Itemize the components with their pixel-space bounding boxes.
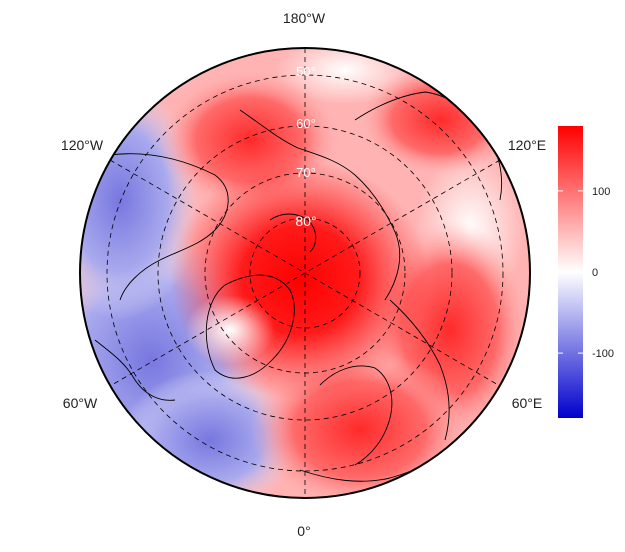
lat-label-70: 70° — [296, 165, 316, 180]
colorbar-tick-label: 0 — [592, 267, 598, 279]
graticule — [106, 48, 504, 498]
colorbar-tick-label: -100 — [592, 348, 614, 360]
map-boundary — [79, 47, 531, 499]
lat-circle-80 — [249, 217, 361, 329]
lat-label-50: 50° — [296, 64, 316, 79]
lat-label-80: 80° — [295, 213, 316, 229]
map-disc — [80, 48, 530, 498]
colorbar-ticks: 100 0 -100 — [558, 186, 614, 360]
anomaly-blob — [185, 295, 275, 365]
meridian-120e-60w — [109, 159, 501, 387]
lon-label-lower-right: 60°E — [512, 395, 543, 411]
lon-label-upper-left: 120°W — [61, 137, 104, 153]
lat-circle-60 — [157, 125, 453, 421]
colorbar-tick-label: 100 — [592, 186, 610, 198]
anomaly-blob — [360, 65, 520, 175]
lon-label-lower-left: 60°W — [63, 395, 98, 411]
lat-label-60: 60° — [296, 116, 316, 131]
lon-label-bottom: 0° — [297, 523, 310, 539]
anomaly-blob — [170, 160, 430, 400]
colorbar: 100 0 -100 — [558, 126, 614, 418]
lon-label-upper-right: 120°E — [508, 137, 546, 153]
lon-label-top: 180°W — [283, 10, 326, 26]
